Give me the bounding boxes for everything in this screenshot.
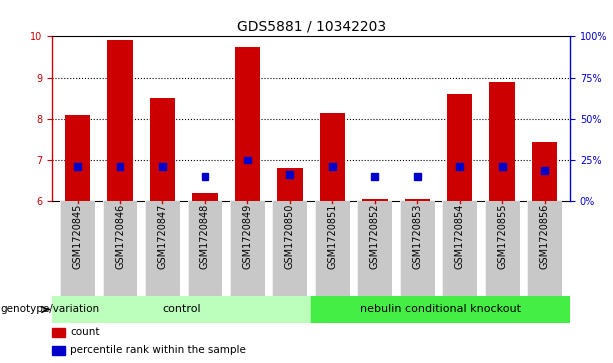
Bar xyxy=(286,171,293,178)
Bar xyxy=(485,201,520,296)
Text: GSM1720854: GSM1720854 xyxy=(455,203,465,269)
Bar xyxy=(362,199,387,201)
Bar xyxy=(188,201,223,296)
Text: genotype/variation: genotype/variation xyxy=(0,305,99,314)
Bar xyxy=(405,199,430,201)
Bar xyxy=(443,201,477,296)
Text: control: control xyxy=(162,305,201,314)
Bar xyxy=(456,163,463,170)
Text: GSM1720853: GSM1720853 xyxy=(412,203,422,269)
Text: GSM1720849: GSM1720849 xyxy=(242,203,253,269)
Bar xyxy=(357,201,392,296)
Bar xyxy=(60,201,95,296)
Bar xyxy=(192,193,218,201)
Bar xyxy=(145,201,180,296)
Bar xyxy=(277,168,303,201)
Bar xyxy=(235,46,260,201)
Bar xyxy=(244,157,251,163)
Text: GSM1720847: GSM1720847 xyxy=(158,203,167,269)
Bar xyxy=(116,163,123,170)
Bar xyxy=(52,346,65,355)
Bar xyxy=(447,94,473,201)
Bar xyxy=(107,40,133,201)
Bar xyxy=(102,201,137,296)
Text: GSM1720848: GSM1720848 xyxy=(200,203,210,269)
Bar xyxy=(499,163,506,170)
Bar xyxy=(202,174,208,180)
Bar xyxy=(414,174,421,180)
Text: GSM1720852: GSM1720852 xyxy=(370,203,380,269)
Bar xyxy=(371,174,378,180)
Bar xyxy=(315,201,350,296)
Text: GSM1720846: GSM1720846 xyxy=(115,203,125,269)
Bar xyxy=(159,163,166,170)
Bar xyxy=(319,113,345,201)
Text: GSM1720851: GSM1720851 xyxy=(327,203,337,269)
Bar xyxy=(541,167,548,174)
Text: percentile rank within the sample: percentile rank within the sample xyxy=(70,345,246,355)
Bar xyxy=(150,98,175,201)
Bar xyxy=(52,328,65,337)
Bar xyxy=(65,115,90,201)
Bar xyxy=(272,201,307,296)
Bar xyxy=(329,163,336,170)
Bar xyxy=(532,142,557,201)
Text: count: count xyxy=(70,327,100,337)
Bar xyxy=(311,296,570,323)
Text: GSM1720856: GSM1720856 xyxy=(539,203,550,269)
Title: GDS5881 / 10342203: GDS5881 / 10342203 xyxy=(237,20,386,34)
Text: GSM1720845: GSM1720845 xyxy=(72,203,83,269)
Bar xyxy=(400,201,435,296)
Bar xyxy=(489,82,515,201)
Bar xyxy=(74,163,81,170)
Text: nebulin conditional knockout: nebulin conditional knockout xyxy=(360,305,521,314)
Text: GSM1720850: GSM1720850 xyxy=(285,203,295,269)
Bar xyxy=(527,201,562,296)
Text: GSM1720855: GSM1720855 xyxy=(497,203,507,269)
Bar xyxy=(52,296,311,323)
Bar xyxy=(230,201,265,296)
